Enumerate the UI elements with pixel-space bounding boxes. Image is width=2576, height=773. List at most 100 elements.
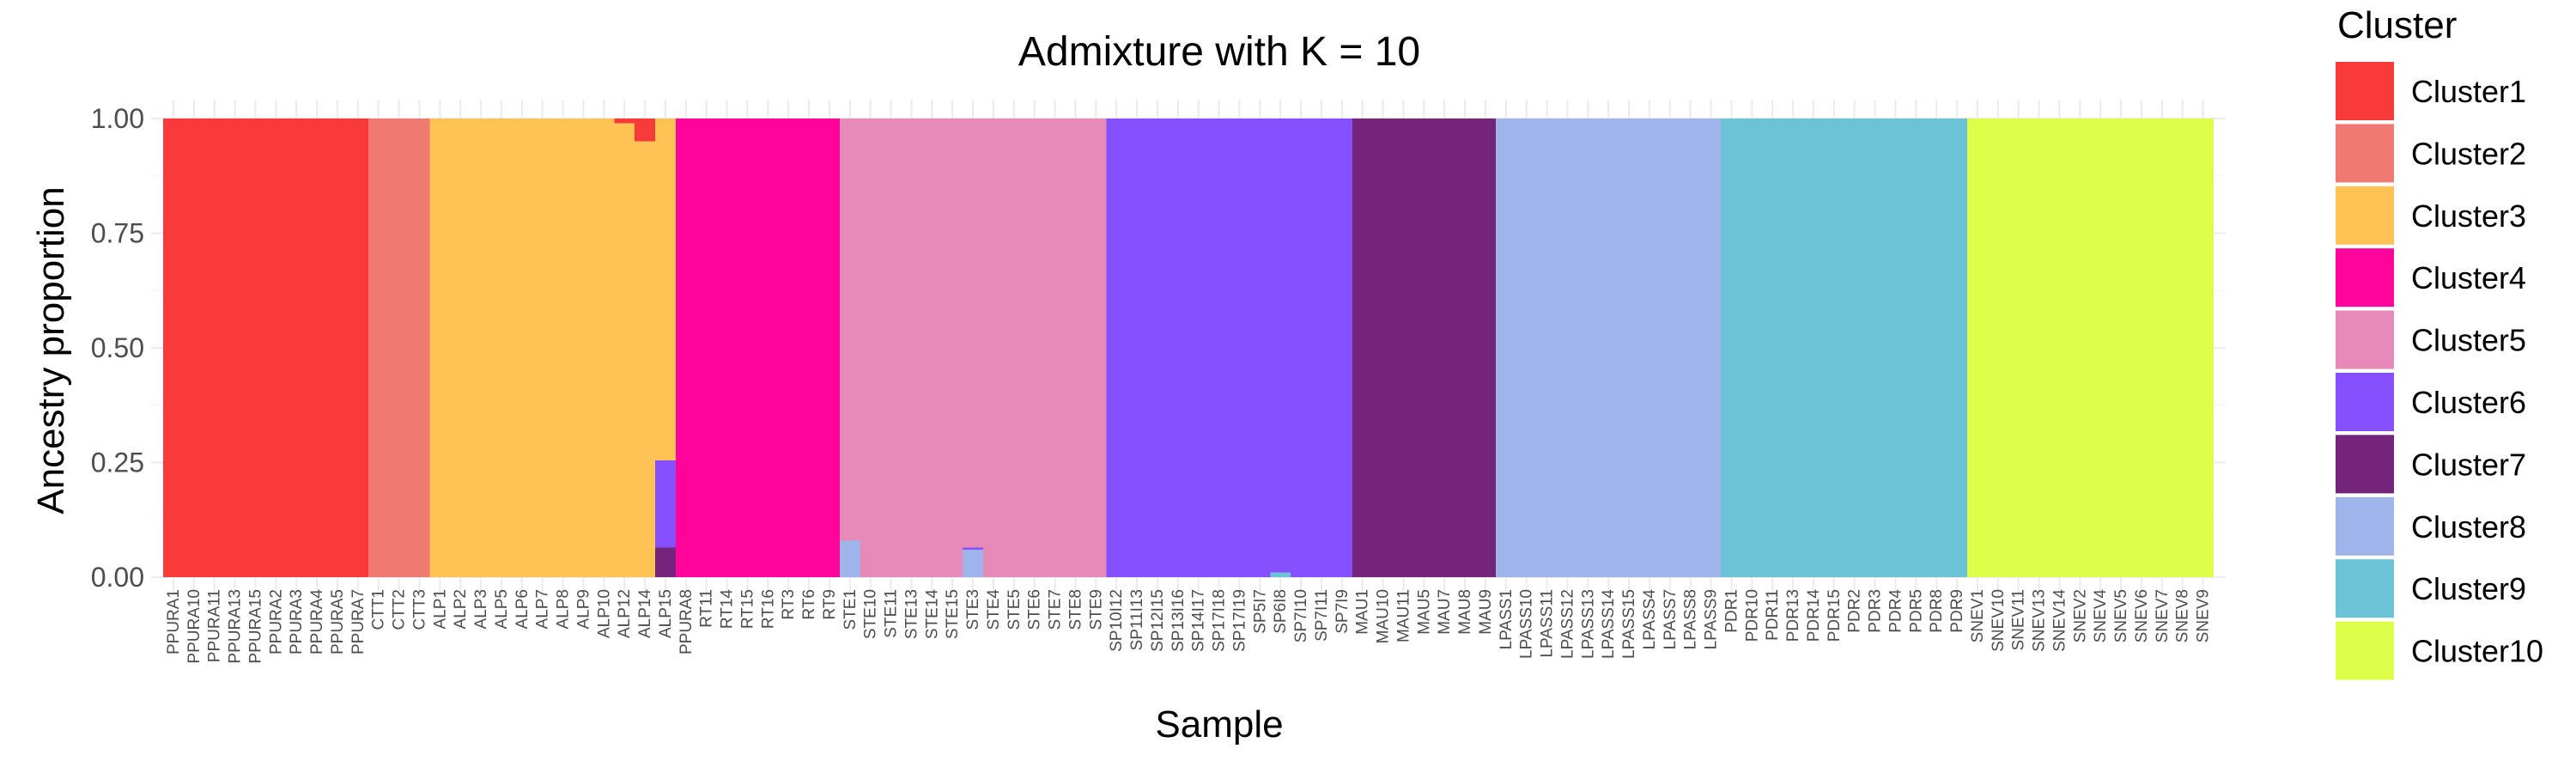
legend-swatch xyxy=(2336,310,2394,369)
x-tick-label: PPURA1 xyxy=(165,589,183,654)
bar-segment xyxy=(1557,119,1578,577)
bar-segment xyxy=(1270,119,1291,573)
legend-label: Cluster2 xyxy=(2411,136,2526,171)
x-axis-ticks: PPURA1 PPURA10 PPURA11 PPURA13 PPURA15 PPURA2… xyxy=(165,589,2213,664)
bar-segment xyxy=(2049,119,2070,577)
legend-label: Cluster1 xyxy=(2411,74,2526,109)
bar-segment xyxy=(307,119,328,577)
bar-segment xyxy=(1249,119,1271,577)
x-tick-label: LPASS9 xyxy=(1703,589,1721,649)
x-tick-label: PDR3 xyxy=(1867,589,1885,633)
y-axis-ticks: 0.00 0.25 0.50 0.75 1.00 xyxy=(91,103,144,593)
bar-segment xyxy=(2008,119,2030,577)
y-tick-label: 0.25 xyxy=(91,447,144,478)
bar-segment xyxy=(1167,119,1189,577)
bar-segment xyxy=(942,119,963,577)
x-tick-label: SP13I16 xyxy=(1170,589,1188,652)
bar-segment xyxy=(860,119,882,577)
bar-segment xyxy=(1455,119,1476,577)
legend-label: Cluster9 xyxy=(2411,571,2526,606)
x-tick-label: PDR11 xyxy=(1764,589,1782,641)
x-axis-title: Sample xyxy=(1155,703,1283,746)
x-tick-label: RT11 xyxy=(698,589,716,628)
x-tick-label: PDR9 xyxy=(1948,589,1966,633)
bar-segment xyxy=(163,119,185,577)
x-tick-label: RT16 xyxy=(759,589,777,629)
bar-segment xyxy=(491,119,513,577)
bar-segment xyxy=(1352,119,1374,577)
bar-segment xyxy=(1823,119,1845,577)
bar-segment xyxy=(224,119,246,577)
x-tick-label: STE15 xyxy=(944,589,962,639)
x-tick-label: STE3 xyxy=(964,589,982,630)
chart-title: Admixture with K = 10 xyxy=(1018,29,1420,75)
x-tick-label: PDR2 xyxy=(1846,589,1864,633)
x-tick-label: PPURA3 xyxy=(288,589,306,654)
x-tick-label: ALP15 xyxy=(657,589,675,638)
bar-segment xyxy=(1947,119,1968,577)
x-tick-label: ALP14 xyxy=(636,589,654,638)
x-tick-label: PPURA15 xyxy=(246,589,264,664)
bar-segment xyxy=(778,119,799,577)
bar-segment xyxy=(1803,119,1825,577)
legend-swatch xyxy=(2336,186,2394,245)
x-tick-label: LPASS14 xyxy=(1600,589,1618,659)
bar-segment xyxy=(593,119,615,577)
bar-segment xyxy=(696,119,718,577)
bar-segment xyxy=(614,119,635,124)
bar-segment xyxy=(757,119,779,577)
x-tick-label: PPURA4 xyxy=(308,589,326,654)
x-tick-label: ALP1 xyxy=(431,589,449,629)
bar-segment xyxy=(675,119,697,577)
x-tick-label: ALP10 xyxy=(595,589,613,638)
x-tick-label: RT14 xyxy=(719,589,737,630)
x-tick-label: PPURA5 xyxy=(329,589,347,654)
bar-segment xyxy=(839,119,861,541)
bar-segment xyxy=(983,119,1005,577)
bar-segment xyxy=(409,119,430,577)
bar-segment xyxy=(655,119,677,460)
bar-segment xyxy=(1741,119,1763,577)
x-tick-label: MAU7 xyxy=(1436,589,1454,635)
bar-segment xyxy=(1700,119,1722,577)
x-tick-label: PPURA8 xyxy=(677,589,696,654)
x-tick-label: SP17I19 xyxy=(1230,589,1249,652)
x-tick-label: STE4 xyxy=(985,589,1003,630)
x-tick-label: SNEV10 xyxy=(1990,589,2008,652)
x-tick-label: PPURA13 xyxy=(227,589,245,664)
bar-segment xyxy=(1495,119,1517,577)
x-tick-label: LPASS1 xyxy=(1498,589,1516,649)
bar-segment xyxy=(450,119,471,577)
legend-swatch xyxy=(2336,435,2394,494)
bar-segment xyxy=(655,547,677,577)
y-tick-label: 1.00 xyxy=(91,103,144,134)
x-tick-label: ALP9 xyxy=(574,589,592,629)
bar-segment xyxy=(1926,119,1947,577)
bar-segment xyxy=(1967,119,1989,577)
x-tick-label: SNEV4 xyxy=(2092,589,2110,643)
x-tick-label: SNEV6 xyxy=(2133,589,2151,642)
x-tick-label: SNEV2 xyxy=(2071,589,2089,642)
x-tick-label: SNEV9 xyxy=(2195,589,2213,642)
bar-segment xyxy=(368,119,390,577)
legend-title: Cluster xyxy=(2337,4,2457,46)
legend-swatch xyxy=(2336,373,2394,431)
legend-swatch xyxy=(2336,621,2394,680)
bar-segment xyxy=(1413,119,1435,577)
bar-segment xyxy=(471,119,492,577)
bar-segment xyxy=(1291,119,1312,577)
x-tick-label: SNEV1 xyxy=(1969,589,1987,642)
bar-segment xyxy=(635,119,656,142)
x-tick-label: LPASS10 xyxy=(1518,589,1536,659)
bar-segment xyxy=(511,119,533,577)
bar-segment xyxy=(1905,119,1927,577)
bar-segment xyxy=(1783,119,1804,577)
bar-segment xyxy=(1372,119,1394,577)
bar-segment xyxy=(2192,119,2215,577)
legend-label: Cluster8 xyxy=(2411,509,2526,545)
x-tick-label: STE11 xyxy=(883,589,901,638)
x-tick-label: LPASS12 xyxy=(1558,589,1577,659)
y-tick-label: 0.50 xyxy=(91,332,144,363)
x-tick-label: SP7I11 xyxy=(1313,589,1331,642)
